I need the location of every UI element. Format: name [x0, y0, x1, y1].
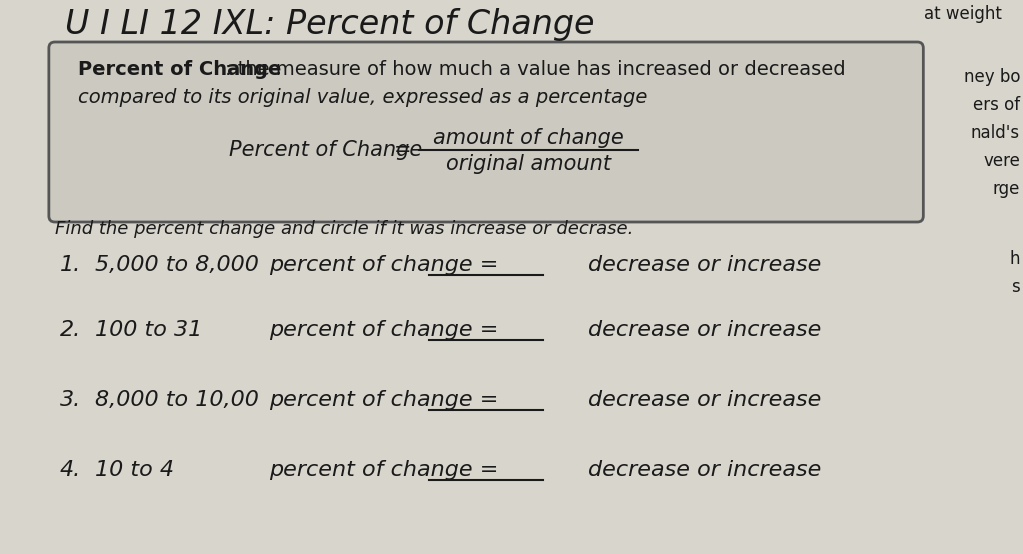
- Text: nald's: nald's: [971, 124, 1020, 142]
- Text: 3.: 3.: [59, 390, 81, 410]
- Text: 100 to 31: 100 to 31: [95, 320, 202, 340]
- Text: compared to its original value, expressed as a percentage: compared to its original value, expresse…: [78, 88, 648, 107]
- Text: decrease or increase: decrease or increase: [588, 390, 821, 410]
- Text: ney bo: ney bo: [964, 68, 1020, 86]
- Text: ers of: ers of: [973, 96, 1020, 114]
- Text: 2.: 2.: [59, 320, 81, 340]
- Text: Find the percent change and circle if it was increase or decrase.: Find the percent change and circle if it…: [55, 220, 633, 238]
- Text: percent of change =: percent of change =: [269, 255, 498, 275]
- Text: amount of change: amount of change: [433, 128, 624, 148]
- Text: 10 to 4: 10 to 4: [95, 460, 174, 480]
- Text: s: s: [1012, 278, 1020, 296]
- Text: Percent of Change: Percent of Change: [229, 140, 422, 160]
- Text: percent of change =: percent of change =: [269, 320, 498, 340]
- Text: decrease or increase: decrease or increase: [588, 320, 821, 340]
- Text: h: h: [1010, 250, 1020, 268]
- Text: =: =: [394, 140, 411, 160]
- Text: percent of change =: percent of change =: [269, 390, 498, 410]
- Text: rge: rge: [992, 180, 1020, 198]
- FancyBboxPatch shape: [49, 42, 924, 222]
- Text: decrease or increase: decrease or increase: [588, 460, 821, 480]
- Text: 4.: 4.: [59, 460, 81, 480]
- Text: 5,000 to 8,000: 5,000 to 8,000: [95, 255, 259, 275]
- Text: Percent of Change: Percent of Change: [78, 60, 281, 79]
- Text: 8,000 to 10,00: 8,000 to 10,00: [95, 390, 259, 410]
- Text: decrease or increase: decrease or increase: [588, 255, 821, 275]
- Text: 1.: 1.: [59, 255, 81, 275]
- Text: U I LI 12 IXL: Percent of Change: U I LI 12 IXL: Percent of Change: [64, 8, 594, 41]
- Text: percent of change =: percent of change =: [269, 460, 498, 480]
- Text: vere: vere: [983, 152, 1020, 170]
- Text: at weight: at weight: [924, 5, 1003, 23]
- Text: original amount: original amount: [446, 154, 611, 174]
- Text: : the measure of how much a value has increased or decreased: : the measure of how much a value has in…: [225, 60, 846, 79]
